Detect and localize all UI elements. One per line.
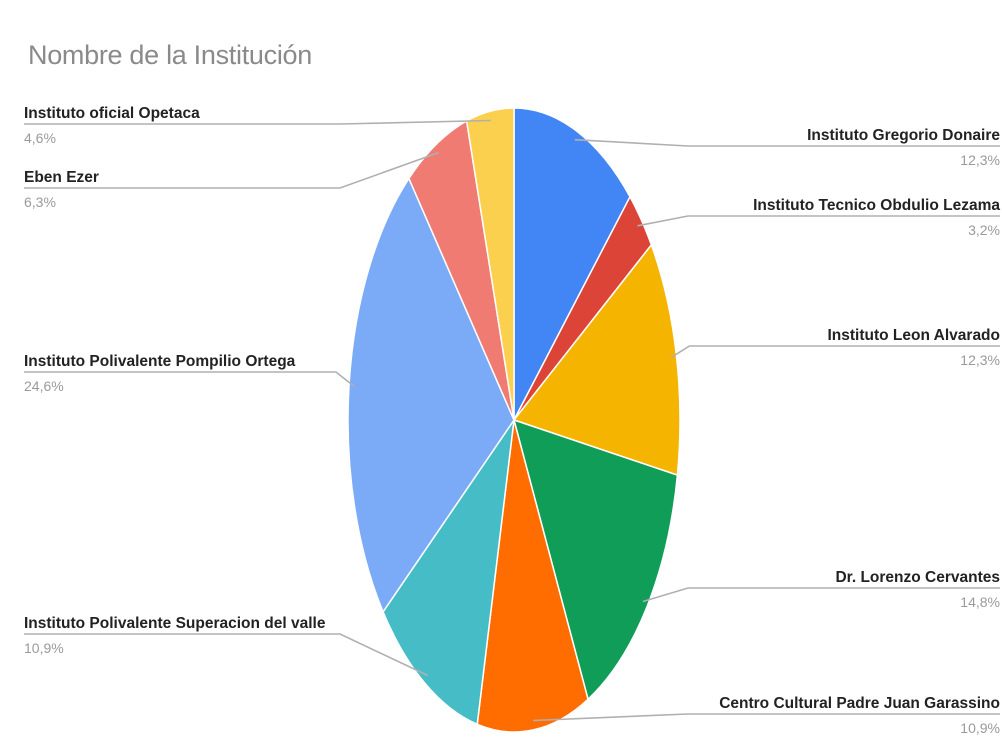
leader-line-instituto-oficial-opetaca	[24, 119, 491, 125]
chart-title: Nombre de la Institución	[28, 40, 312, 70]
slice-label-instituto-polivalente-pompilio-ortega: Instituto Polivalente Pompilio Ortega	[24, 353, 296, 370]
slice-label-instituto-oficial-opetaca: Instituto oficial Opetaca	[24, 105, 200, 122]
slice-label-instituto-tecnico-obdulio-lezama: Instituto Tecnico Obdulio Lezama	[753, 197, 1000, 214]
slice-label-instituto-leon-alvarado: Instituto Leon Alvarado	[827, 327, 1000, 344]
slice-label-eben-ezer: Eben Ezer	[24, 169, 99, 186]
slice-value-eben-ezer: 6,3%	[24, 194, 56, 210]
slice-value-instituto-tecnico-obdulio-lezama: 3,2%	[968, 222, 1000, 238]
slice-value-instituto-polivalente-superacion-del-valle: 10,9%	[24, 640, 64, 656]
leader-line-dr-lorenzo-cervantes	[642, 587, 1000, 603]
slice-label-centro-cultural-padre-juan-garassino: Centro Cultural Padre Juan Garassino	[719, 695, 1000, 712]
pie-slice-instituto-leon-alvarado	[512, 243, 681, 477]
pie-slices	[347, 107, 681, 733]
leader-line-eben-ezer	[24, 151, 439, 189]
leader-line-instituto-polivalente-pompilio-ortega	[24, 371, 355, 387]
leader-line-instituto-tecnico-obdulio-lezama	[637, 215, 1000, 227]
slice-value-instituto-gregorio-donaire: 12,3%	[960, 152, 1000, 168]
pie-slice-dr-lorenzo-cervantes	[512, 418, 679, 701]
slice-label-instituto-gregorio-donaire: Instituto Gregorio Donaire	[807, 127, 1000, 144]
slice-value-dr-lorenzo-cervantes: 14,8%	[960, 594, 1000, 610]
pie-slice-instituto-polivalente-superacion-del-valle	[382, 419, 515, 726]
leader-line-instituto-leon-alvarado	[671, 345, 1000, 358]
slice-label-instituto-polivalente-superacion-del-valle: Instituto Polivalente Superacion del val…	[24, 615, 326, 632]
leader-line-centro-cultural-padre-juan-garassino	[533, 713, 1000, 722]
leader-line-instituto-polivalente-superacion-del-valle	[24, 633, 428, 677]
slice-label-dr-lorenzo-cervantes: Dr. Lorenzo Cervantes	[835, 569, 1000, 586]
leader-lines	[24, 119, 1000, 722]
slice-value-instituto-leon-alvarado: 12,3%	[960, 352, 1000, 368]
leader-line-instituto-gregorio-donaire	[574, 138, 1000, 147]
slice-value-instituto-polivalente-pompilio-ortega: 24,6%	[24, 378, 64, 394]
slice-value-centro-cultural-padre-juan-garassino: 10,9%	[960, 720, 1000, 736]
slice-labels: Instituto Gregorio Donaire 12,3% Instituto…	[24, 105, 1000, 736]
slice-value-instituto-oficial-opetaca: 4,6%	[24, 130, 56, 146]
pie-slice-instituto-polivalente-pompilio-ortega	[347, 176, 515, 614]
pie-slice-instituto-gregorio-donaire	[513, 107, 631, 421]
